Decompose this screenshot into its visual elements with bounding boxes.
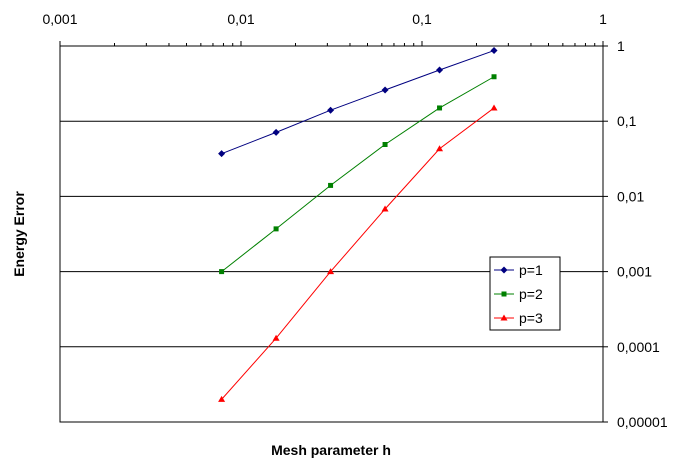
x-tick-label: 0,001 (42, 11, 77, 27)
y-axis-title: Energy Error (11, 191, 27, 277)
y-tick-label: 0,0001 (617, 339, 660, 355)
legend-label: p=3 (519, 310, 543, 326)
series-line-p1 (221, 50, 495, 155)
legend-label: p=2 (519, 286, 543, 302)
data-point-p1 (272, 128, 280, 136)
data-point-p2 (437, 105, 443, 111)
legend: p=1 p=2 p=3 (489, 256, 561, 331)
data-point-p3 (436, 145, 444, 152)
y-tick-label: 1 (617, 38, 625, 54)
legend-label: p=1 (519, 262, 543, 278)
y-tick-label: 0,1 (617, 113, 637, 129)
x-tick-label: 1 (599, 11, 607, 27)
data-point-p3 (272, 334, 280, 341)
data-point-p1 (490, 47, 498, 55)
y-axis: 1 0,1 0,01 0,001 0,0001 0,00001 (603, 38, 668, 430)
data-point-p2 (328, 182, 334, 188)
data-point-p1 (436, 66, 444, 74)
legend-item-p1: p=1 (494, 262, 543, 278)
data-point-p1 (218, 150, 226, 158)
x-axis: 0,001 0,01 0,1 1 (42, 11, 607, 46)
data-point-p1 (381, 86, 389, 94)
data-point-p3 (218, 395, 226, 402)
plot-area (59, 45, 604, 423)
legend-marker (500, 314, 508, 321)
y-tick-label: 0,001 (617, 264, 652, 280)
x-tick-label: 0,01 (227, 11, 254, 27)
data-point-p2 (273, 226, 279, 232)
x-tick-label: 0,1 (412, 11, 432, 27)
series-p3 (218, 104, 498, 402)
data-point-p2 (219, 269, 225, 275)
series-line-p3 (221, 107, 495, 400)
data-point-p3 (327, 268, 335, 275)
x-axis-title: Mesh parameter h (271, 442, 391, 458)
series-line-p2 (221, 76, 495, 272)
y-tick-label: 0,00001 (617, 414, 668, 430)
series-p1 (218, 47, 498, 158)
series-p2 (219, 74, 497, 275)
y-tick-label: 0,01 (617, 188, 644, 204)
data-point-p3 (381, 205, 389, 212)
series-layer (218, 47, 498, 402)
legend-item-p2: p=2 (494, 286, 543, 302)
data-point-p2 (491, 74, 497, 80)
data-point-p2 (382, 141, 388, 147)
data-point-p1 (327, 106, 335, 114)
legend-marker (500, 266, 508, 274)
data-point-p3 (490, 104, 498, 111)
legend-marker (501, 291, 507, 297)
legend-item-p3: p=3 (494, 310, 543, 326)
